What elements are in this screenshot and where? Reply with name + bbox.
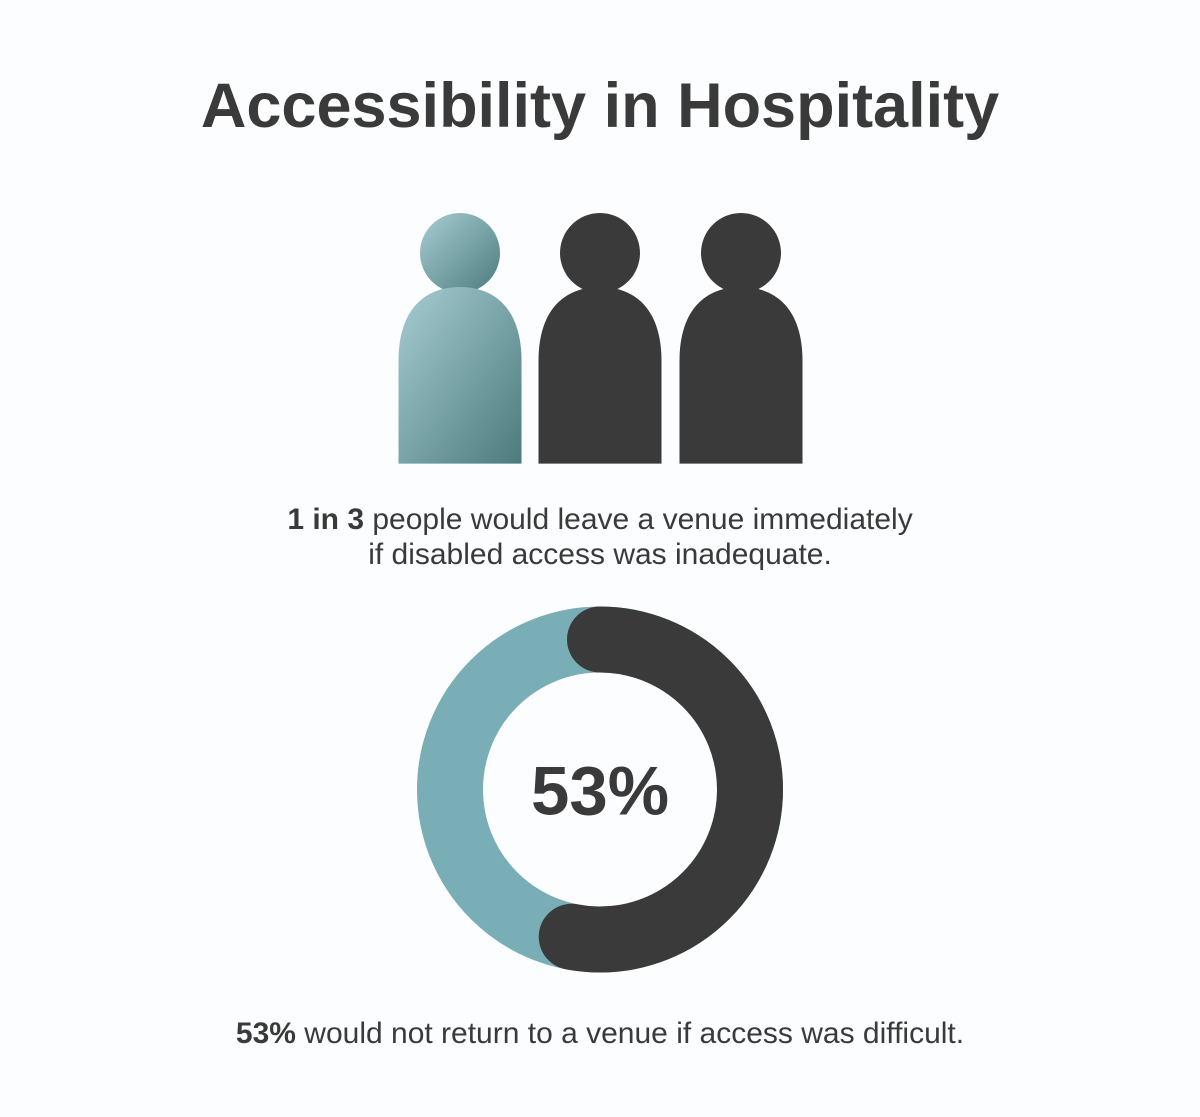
svg-text:53%: 53% (531, 753, 669, 830)
